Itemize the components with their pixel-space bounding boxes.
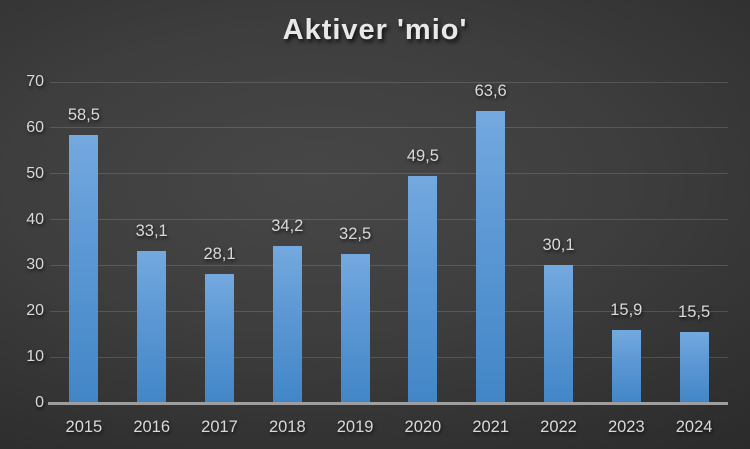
chart-title: Aktiver 'mio' xyxy=(282,14,468,46)
gridline xyxy=(50,264,728,266)
y-axis-label: 30 xyxy=(26,256,44,274)
bar-2021 xyxy=(476,111,506,403)
bar-2022 xyxy=(544,264,573,403)
x-axis-label: 2017 xyxy=(201,418,238,436)
data-label: 34,2 xyxy=(271,217,304,236)
bar-2023 xyxy=(611,330,641,403)
x-axis-label: 2024 xyxy=(675,418,713,436)
bar-2019 xyxy=(340,253,370,403)
gridline xyxy=(50,127,728,129)
x-axis-label: 2022 xyxy=(540,418,577,436)
gridline xyxy=(50,310,728,312)
x-axis-label: 2016 xyxy=(133,418,171,436)
data-label: 32,5 xyxy=(339,224,372,243)
bar-2015 xyxy=(69,134,99,403)
y-axis-label: 70 xyxy=(26,73,44,90)
y-axis-label: 50 xyxy=(26,164,44,182)
gridline xyxy=(50,173,728,175)
gridline xyxy=(50,356,728,358)
data-label: 63,6 xyxy=(474,82,507,101)
data-label: 15,5 xyxy=(678,302,711,321)
data-label: 49,5 xyxy=(406,147,439,165)
y-axis-label: 40 xyxy=(26,210,44,228)
x-axis-label: 2020 xyxy=(404,418,442,436)
x-axis-label: 2021 xyxy=(472,418,510,436)
y-axis-label: 60 xyxy=(26,118,44,136)
gridline xyxy=(50,219,728,221)
bar-2024 xyxy=(679,331,709,403)
gridline xyxy=(50,81,728,83)
bar-2017 xyxy=(205,274,234,403)
y-axis-label: 20 xyxy=(26,302,44,320)
y-axis-label: 10 xyxy=(26,348,44,366)
data-label: 15,9 xyxy=(610,301,643,320)
x-axis-label: 2018 xyxy=(268,418,306,436)
x-axis-label: 2019 xyxy=(336,418,374,436)
data-label: 30,1 xyxy=(542,235,575,254)
y-axis-label: 0 xyxy=(35,394,44,411)
bar-2016 xyxy=(137,251,167,403)
bar-2018 xyxy=(272,246,302,403)
bar-2020 xyxy=(408,176,438,403)
x-axis-line xyxy=(48,401,728,405)
x-axis-label: 2023 xyxy=(607,418,645,436)
data-label: 58,5 xyxy=(67,105,100,124)
data-label: 28,1 xyxy=(203,245,236,264)
data-label: 33,1 xyxy=(135,222,168,241)
x-axis-label: 2015 xyxy=(65,418,103,436)
